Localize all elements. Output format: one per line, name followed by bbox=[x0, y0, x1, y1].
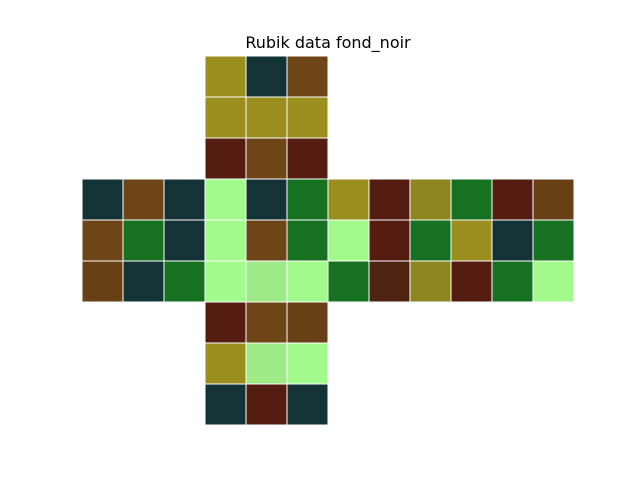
cube-sticker-r0-c4 bbox=[245, 55, 288, 98]
cube-sticker-r3-c8 bbox=[409, 178, 452, 221]
cube-sticker-r5-c10 bbox=[491, 260, 534, 303]
cube-sticker-r1-c5 bbox=[286, 96, 329, 139]
cube-sticker-r1-c4 bbox=[245, 96, 288, 139]
cube-sticker-r5-c9 bbox=[450, 260, 493, 303]
cube-sticker-r5-c11 bbox=[532, 260, 575, 303]
cube-sticker-r4-c1 bbox=[122, 219, 165, 262]
cube-sticker-r6-c4 bbox=[245, 301, 288, 344]
cube-sticker-r5-c8 bbox=[409, 260, 452, 303]
cube-sticker-r8-c3 bbox=[204, 383, 247, 426]
cube-sticker-r4-c7 bbox=[368, 219, 411, 262]
cube-sticker-r7-c3 bbox=[204, 342, 247, 385]
cube-sticker-r5-c7 bbox=[368, 260, 411, 303]
cube-sticker-r3-c1 bbox=[122, 178, 165, 221]
cube-sticker-r3-c4 bbox=[245, 178, 288, 221]
cube-sticker-r3-c7 bbox=[368, 178, 411, 221]
cube-sticker-r8-c4 bbox=[245, 383, 288, 426]
cube-sticker-r7-c4 bbox=[245, 342, 288, 385]
cube-sticker-r4-c2 bbox=[163, 219, 206, 262]
cube-sticker-r4-c3 bbox=[204, 219, 247, 262]
cube-sticker-r3-c10 bbox=[491, 178, 534, 221]
cube-sticker-r4-c9 bbox=[450, 219, 493, 262]
cube-sticker-r4-c8 bbox=[409, 219, 452, 262]
cube-sticker-r7-c5 bbox=[286, 342, 329, 385]
cube-sticker-r5-c4 bbox=[245, 260, 288, 303]
cube-sticker-r0-c3 bbox=[204, 55, 247, 98]
cube-sticker-r3-c9 bbox=[450, 178, 493, 221]
cube-sticker-r2-c5 bbox=[286, 137, 329, 180]
cube-sticker-r6-c5 bbox=[286, 301, 329, 344]
cube-sticker-r4-c11 bbox=[532, 219, 575, 262]
cube-sticker-r4-c4 bbox=[245, 219, 288, 262]
cube-sticker-r2-c3 bbox=[204, 137, 247, 180]
cube-sticker-r3-c0 bbox=[81, 178, 124, 221]
chart-title: Rubik data fond_noir bbox=[245, 33, 411, 52]
cube-sticker-r3-c6 bbox=[327, 178, 370, 221]
cube-sticker-r1-c3 bbox=[204, 96, 247, 139]
cube-sticker-r4-c6 bbox=[327, 219, 370, 262]
cube-sticker-r3-c3 bbox=[204, 178, 247, 221]
cube-sticker-r2-c4 bbox=[245, 137, 288, 180]
cube-sticker-r8-c5 bbox=[286, 383, 329, 426]
cube-sticker-r4-c5 bbox=[286, 219, 329, 262]
cube-sticker-r5-c3 bbox=[204, 260, 247, 303]
cube-sticker-r0-c5 bbox=[286, 55, 329, 98]
cube-sticker-r5-c0 bbox=[81, 260, 124, 303]
cube-sticker-r4-c10 bbox=[491, 219, 534, 262]
cube-sticker-r5-c5 bbox=[286, 260, 329, 303]
cube-sticker-r5-c1 bbox=[122, 260, 165, 303]
cube-sticker-r4-c0 bbox=[81, 219, 124, 262]
cube-sticker-r6-c3 bbox=[204, 301, 247, 344]
cube-sticker-r5-c2 bbox=[163, 260, 206, 303]
cube-sticker-r5-c6 bbox=[327, 260, 370, 303]
cube-sticker-r3-c5 bbox=[286, 178, 329, 221]
cube-sticker-r3-c2 bbox=[163, 178, 206, 221]
cube-sticker-r3-c11 bbox=[532, 178, 575, 221]
